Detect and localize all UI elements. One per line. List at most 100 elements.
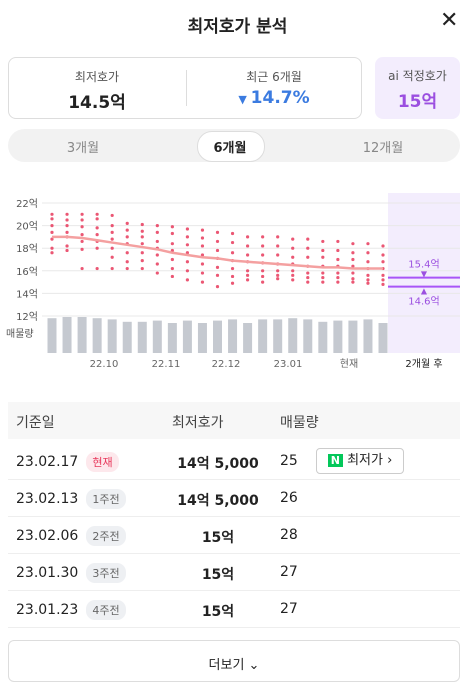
volume-bar <box>333 320 343 353</box>
forecast-label: 15.4억 <box>408 259 439 271</box>
volume-bar <box>47 318 57 353</box>
more-button[interactable]: 더보기 ⌄ <box>8 640 460 682</box>
y-tick-label: 16억 <box>16 266 38 278</box>
price-dot <box>351 271 355 275</box>
tab[interactable]: 6개월 <box>213 141 247 156</box>
header-cell: 기준일 <box>16 415 55 431</box>
price-dot <box>321 255 325 259</box>
price-dot <box>125 266 129 271</box>
price-dot <box>95 212 99 216</box>
volume-bar <box>137 321 147 353</box>
table-header: 기준일 최저호가 매물량 <box>8 402 460 439</box>
y-tick-label: 12억 <box>16 311 38 323</box>
price-dot <box>336 280 340 284</box>
price-dot <box>381 244 385 248</box>
price-dot <box>261 244 265 248</box>
price-dot <box>170 266 174 271</box>
price-dot <box>366 251 370 255</box>
price-dot <box>245 278 250 282</box>
tabs: 3개월 6개월 12개월 <box>8 129 460 162</box>
price-dot <box>140 229 144 233</box>
price-dot <box>336 271 340 275</box>
count: 27 <box>280 564 298 580</box>
x-tick-label: 22.11 <box>152 359 181 370</box>
volume-bar <box>197 323 207 353</box>
price-dot <box>245 269 250 273</box>
price-dot <box>65 218 69 222</box>
price-dot <box>291 246 295 250</box>
price-dot <box>215 285 220 289</box>
price-dot <box>200 262 205 266</box>
price-dot <box>230 266 235 271</box>
date: 23.02.13 1주전 <box>16 489 126 509</box>
badge: 2주전 <box>86 526 126 546</box>
price-dot <box>261 269 265 273</box>
price-dot <box>200 244 205 248</box>
price-dot <box>306 275 310 280</box>
price-dot <box>50 217 54 221</box>
price-dot <box>261 280 265 284</box>
price-dot <box>110 224 114 228</box>
price-dot <box>321 275 325 280</box>
tab[interactable]: 12개월 <box>362 141 404 156</box>
price-dot <box>140 266 144 271</box>
price-dot <box>200 236 205 240</box>
price-dot <box>110 255 114 259</box>
price-dot <box>110 266 114 271</box>
price-dot <box>80 212 84 216</box>
lowest-price-button[interactable]: N 최저가 › <box>316 448 404 474</box>
price-dot <box>80 233 84 237</box>
price-dot <box>366 242 370 246</box>
price-dot <box>155 262 159 266</box>
price-dot <box>65 244 69 248</box>
price-dot <box>80 247 84 251</box>
value: 15억 <box>397 92 438 112</box>
price-dot <box>215 265 220 270</box>
price-dot <box>245 253 250 257</box>
summary-card: 최저호가 14.5억 최근 6개월 ▼ 14.7% <box>8 57 362 119</box>
price-dot <box>245 235 250 239</box>
volume-bar <box>243 323 253 353</box>
price-dot <box>80 266 84 271</box>
price-dot <box>155 224 159 228</box>
price-dot <box>200 253 205 257</box>
volume-label: 매물량 <box>6 328 34 340</box>
price-dot <box>245 244 250 248</box>
volume-bar <box>107 319 117 353</box>
header-cell: 최저호가 <box>172 415 224 431</box>
date: 23.01.23 4주전 <box>16 600 126 620</box>
price-dot <box>291 255 295 259</box>
volume-bar <box>213 320 222 353</box>
price-dot <box>321 248 325 253</box>
price-dot <box>50 237 54 241</box>
price-dot <box>185 243 190 247</box>
price-dot <box>80 218 84 222</box>
price-dot <box>185 278 190 282</box>
value: 14.5억 <box>68 93 126 113</box>
date-text: 23.02.06 <box>16 528 79 544</box>
x-tick-label: 22.12 <box>212 359 241 370</box>
tab[interactable]: 3개월 <box>66 141 100 156</box>
price-dot <box>351 251 355 255</box>
price-dot <box>276 235 280 239</box>
price-dot <box>276 253 280 257</box>
price-dot <box>170 274 174 279</box>
price-dot <box>230 281 235 285</box>
close-button[interactable]: ✕ <box>440 8 459 33</box>
button-text: 최저가 <box>347 453 383 468</box>
price-dot <box>110 237 114 241</box>
badge: 3주전 <box>86 563 126 583</box>
price-dot <box>306 271 310 275</box>
volume-bar <box>348 320 358 353</box>
count: 25 <box>280 453 298 469</box>
trend-line <box>52 235 383 270</box>
price-dot <box>170 225 174 229</box>
price-dot <box>351 264 355 268</box>
price-dot <box>140 235 144 239</box>
price-dot <box>50 246 54 250</box>
price-dot <box>230 240 235 245</box>
price-dot <box>110 246 114 250</box>
price-dot <box>306 237 310 241</box>
date: 23.02.06 2주전 <box>16 526 126 546</box>
